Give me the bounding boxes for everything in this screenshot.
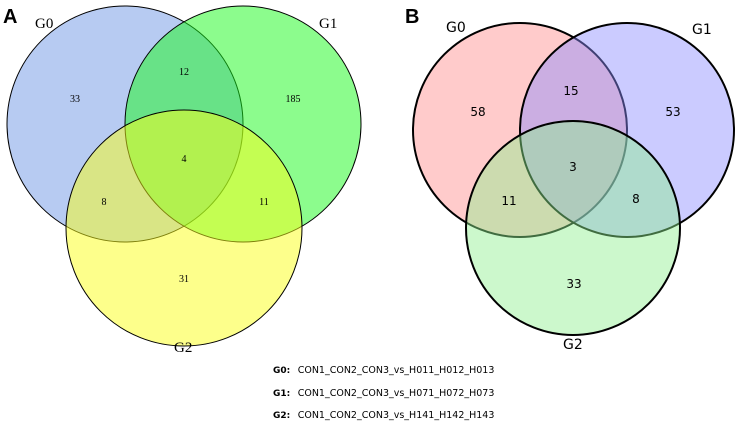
region-count-g0-only: 33 [70, 94, 80, 105]
legend-item-g1: G1: CON1_CON2_CON3_vs_H071_H072_H073 [273, 383, 494, 400]
set-label-g2: G2 [563, 337, 583, 353]
region-count-g0-g1: 15 [563, 84, 578, 98]
set-label-g0: G0 [446, 20, 466, 36]
region-count-g1-only: 53 [665, 105, 680, 119]
legend-text-g1: CON1_CON2_CON3_vs_H071_H072_H073 [298, 388, 495, 399]
venn-panel-b: B G0 G1 G2 58 53 33 15 11 8 3 [405, 6, 735, 353]
legend-item-g2: G2: CON1_CON2_CON3_vs_H141_H142_H143 [273, 405, 494, 422]
legend-text-g2: CON1_CON2_CON3_vs_H141_H142_H143 [298, 410, 495, 421]
region-count-all: 3 [569, 160, 577, 174]
venn-circle-g2 [465, 120, 681, 336]
set-label-g0: G0 [35, 16, 53, 32]
region-count-g0-only: 58 [470, 105, 485, 119]
region-count-g1-g2: 11 [259, 197, 269, 208]
region-count-g2-only: 31 [179, 274, 189, 285]
region-count-g0-g2: 11 [501, 194, 516, 208]
legend: G0: CON1_CON2_CON3_vs_H011_H012_H013 G1:… [273, 360, 494, 422]
legend-key-g0: G0: [273, 366, 290, 376]
region-count-g0-g2: 8 [102, 197, 107, 208]
legend-key-g2: G2: [273, 411, 290, 421]
legend-text-g0: CON1_CON2_CON3_vs_H011_H012_H013 [298, 365, 495, 376]
venn-circle-g1 [519, 22, 735, 238]
region-count-all: 4 [182, 154, 187, 165]
panel-letter-b: B [405, 6, 419, 28]
region-count-g2-only: 33 [566, 277, 581, 291]
set-label-g2: G2 [174, 340, 192, 356]
venn-circle-g2 [65, 109, 303, 347]
region-count-g1-g2: 8 [632, 192, 640, 206]
legend-item-g0: G0: CON1_CON2_CON3_vs_H011_H012_H013 [273, 360, 494, 377]
set-label-g1: G1 [319, 16, 337, 32]
region-count-g1-only: 185 [286, 94, 301, 105]
legend-key-g1: G1: [273, 389, 290, 399]
panel-letter-a: A [3, 6, 17, 28]
set-label-g1: G1 [692, 22, 712, 38]
venn-panel-a: A G0 G1 G2 33 185 31 12 8 11 4 [3, 5, 362, 356]
region-count-g0-g1: 12 [179, 67, 189, 78]
